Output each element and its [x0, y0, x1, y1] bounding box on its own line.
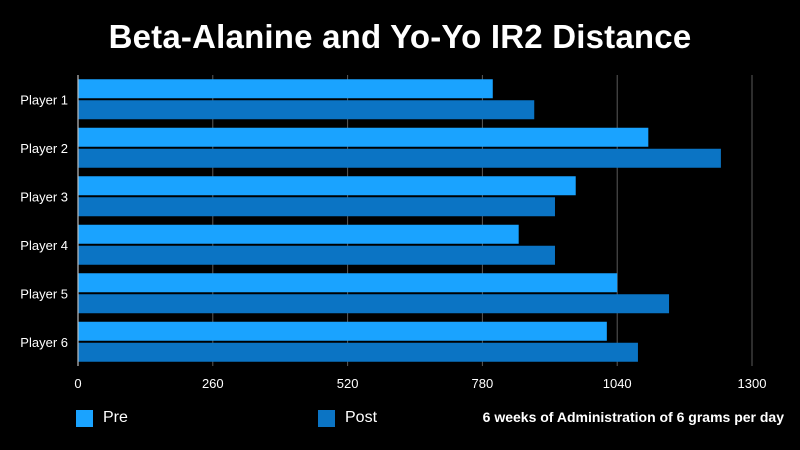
legend-item-post: Post: [318, 407, 377, 429]
y-category-label: Player 5: [20, 286, 68, 301]
bar-post-6: [78, 342, 638, 362]
bar-pre-1: [78, 79, 493, 99]
y-category-label: Player 3: [20, 189, 68, 204]
y-category-label: Player 6: [20, 335, 68, 350]
legend-label-pre: Pre: [103, 409, 128, 426]
legend-swatch-post: [318, 409, 335, 427]
bar-pre-4: [78, 224, 519, 244]
y-category-label: Player 4: [20, 238, 68, 253]
y-category-label: Player 1: [20, 92, 68, 107]
bar-pre-3: [78, 176, 576, 196]
x-tick-label: 1040: [603, 376, 632, 391]
x-tick-label: 260: [202, 376, 224, 391]
legend-label-post: Post: [345, 409, 378, 426]
x-tick-label: 520: [337, 376, 359, 391]
bar-post-4: [78, 245, 555, 265]
bar-post-3: [78, 197, 555, 217]
legend-swatch-pre: [76, 409, 93, 427]
bar-post-2: [78, 148, 721, 168]
bar-post-5: [78, 294, 670, 314]
chart-title: Beta-Alanine and Yo-Yo IR2 Distance: [108, 18, 692, 55]
y-category-label: Player 2: [20, 141, 68, 156]
bar-pre-6: [78, 321, 607, 341]
x-tick-label: 780: [472, 376, 494, 391]
x-tick-label: 1300: [738, 376, 767, 391]
x-tick-label: 0: [74, 376, 81, 391]
bar-pre-5: [78, 273, 618, 293]
bar-post-1: [78, 100, 535, 120]
legend-item-pre: Pre: [76, 407, 128, 429]
chart-annotation: 6 weeks of Administration of 6 grams per…: [482, 409, 784, 425]
bar-pre-2: [78, 127, 649, 147]
